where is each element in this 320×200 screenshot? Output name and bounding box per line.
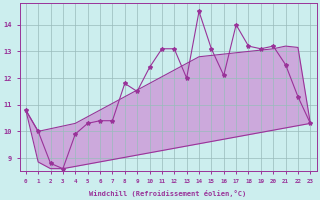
X-axis label: Windchill (Refroidissement éolien,°C): Windchill (Refroidissement éolien,°C)	[90, 190, 247, 197]
